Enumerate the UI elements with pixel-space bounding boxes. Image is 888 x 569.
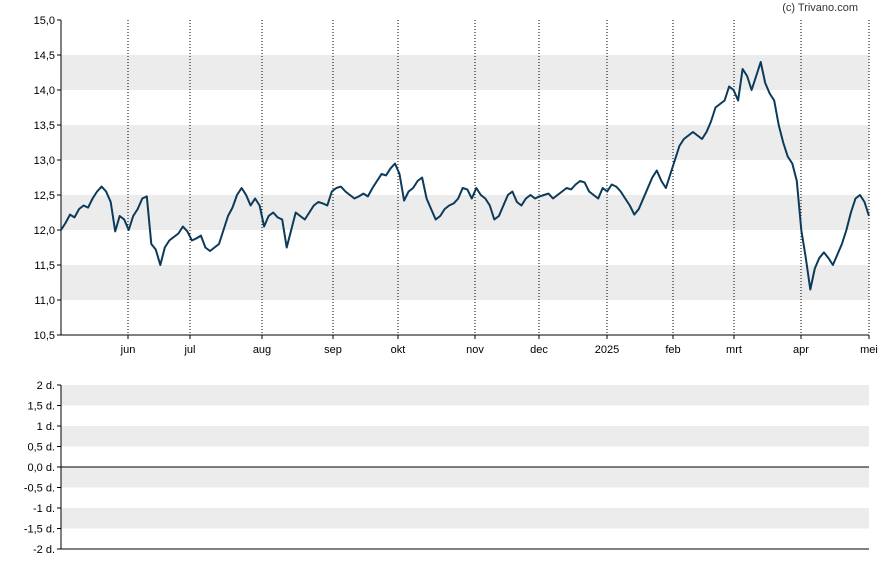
x-tick-label: feb — [665, 344, 680, 356]
y-tick-label: 14,0 — [34, 85, 55, 97]
indicator-chart-panel: -2 d. -1,5 d. -1 d. -0,5 d. 0,0 d. 0,5 d. 1 d.… — [24, 380, 869, 556]
y-tick-label: 1,5 d. — [27, 401, 55, 413]
grid-band — [61, 426, 869, 447]
y-tick-label: 11,0 — [34, 295, 55, 307]
price-series-line — [60, 61, 870, 291]
y-tick-label: 2 d. — [37, 380, 55, 392]
y-tick-label: 0,5 d. — [27, 442, 55, 454]
y-tick-label: 1 d. — [37, 421, 55, 433]
x-tick-label: nov — [466, 344, 484, 356]
y-tick-label: 12,5 — [34, 190, 55, 202]
grid-band — [61, 55, 869, 90]
y-tick-label: 14,5 — [34, 50, 55, 62]
y-tick-label: -1,5 d. — [24, 524, 55, 536]
x-tick-label: 2025 — [595, 344, 619, 356]
grid-band — [61, 467, 869, 488]
x-tick-label: aug — [253, 344, 271, 356]
x-tick-label: mei — [860, 344, 878, 356]
price-chart-panel: jun jul aug sep okt nov dec 2025 feb mrt apr mei 10,… — [34, 15, 878, 356]
y-tick-label: -1 d. — [33, 503, 55, 515]
y-tick-label: 12,0 — [34, 225, 55, 237]
grid-band — [61, 265, 869, 300]
x-tick-label: okt — [391, 344, 406, 356]
x-tick-label: dec — [530, 344, 548, 356]
x-tick-label: sep — [324, 344, 342, 356]
y-tick-label: 10,5 — [34, 330, 55, 342]
grid-band — [61, 508, 869, 529]
y-tick-label: 13,0 — [34, 155, 55, 167]
grid-band — [61, 385, 869, 406]
y-tick-label: 15,0 — [34, 15, 55, 27]
x-tick-label: jul — [183, 344, 195, 356]
x-tick-label: apr — [793, 344, 809, 356]
y-tick-label: -0,5 d. — [24, 483, 55, 495]
y-tick-label: 13,5 — [34, 120, 55, 132]
copyright-label: (c) Trivano.com — [782, 2, 858, 14]
grid-band — [61, 195, 869, 230]
y-tick-label: 11,5 — [34, 260, 55, 272]
x-tick-label: jun — [120, 344, 136, 356]
y-tick-label: -2 d. — [33, 544, 55, 556]
y-tick-label: 0,0 d. — [27, 462, 55, 474]
grid-band — [61, 125, 869, 160]
x-tick-label: mrt — [726, 344, 742, 356]
